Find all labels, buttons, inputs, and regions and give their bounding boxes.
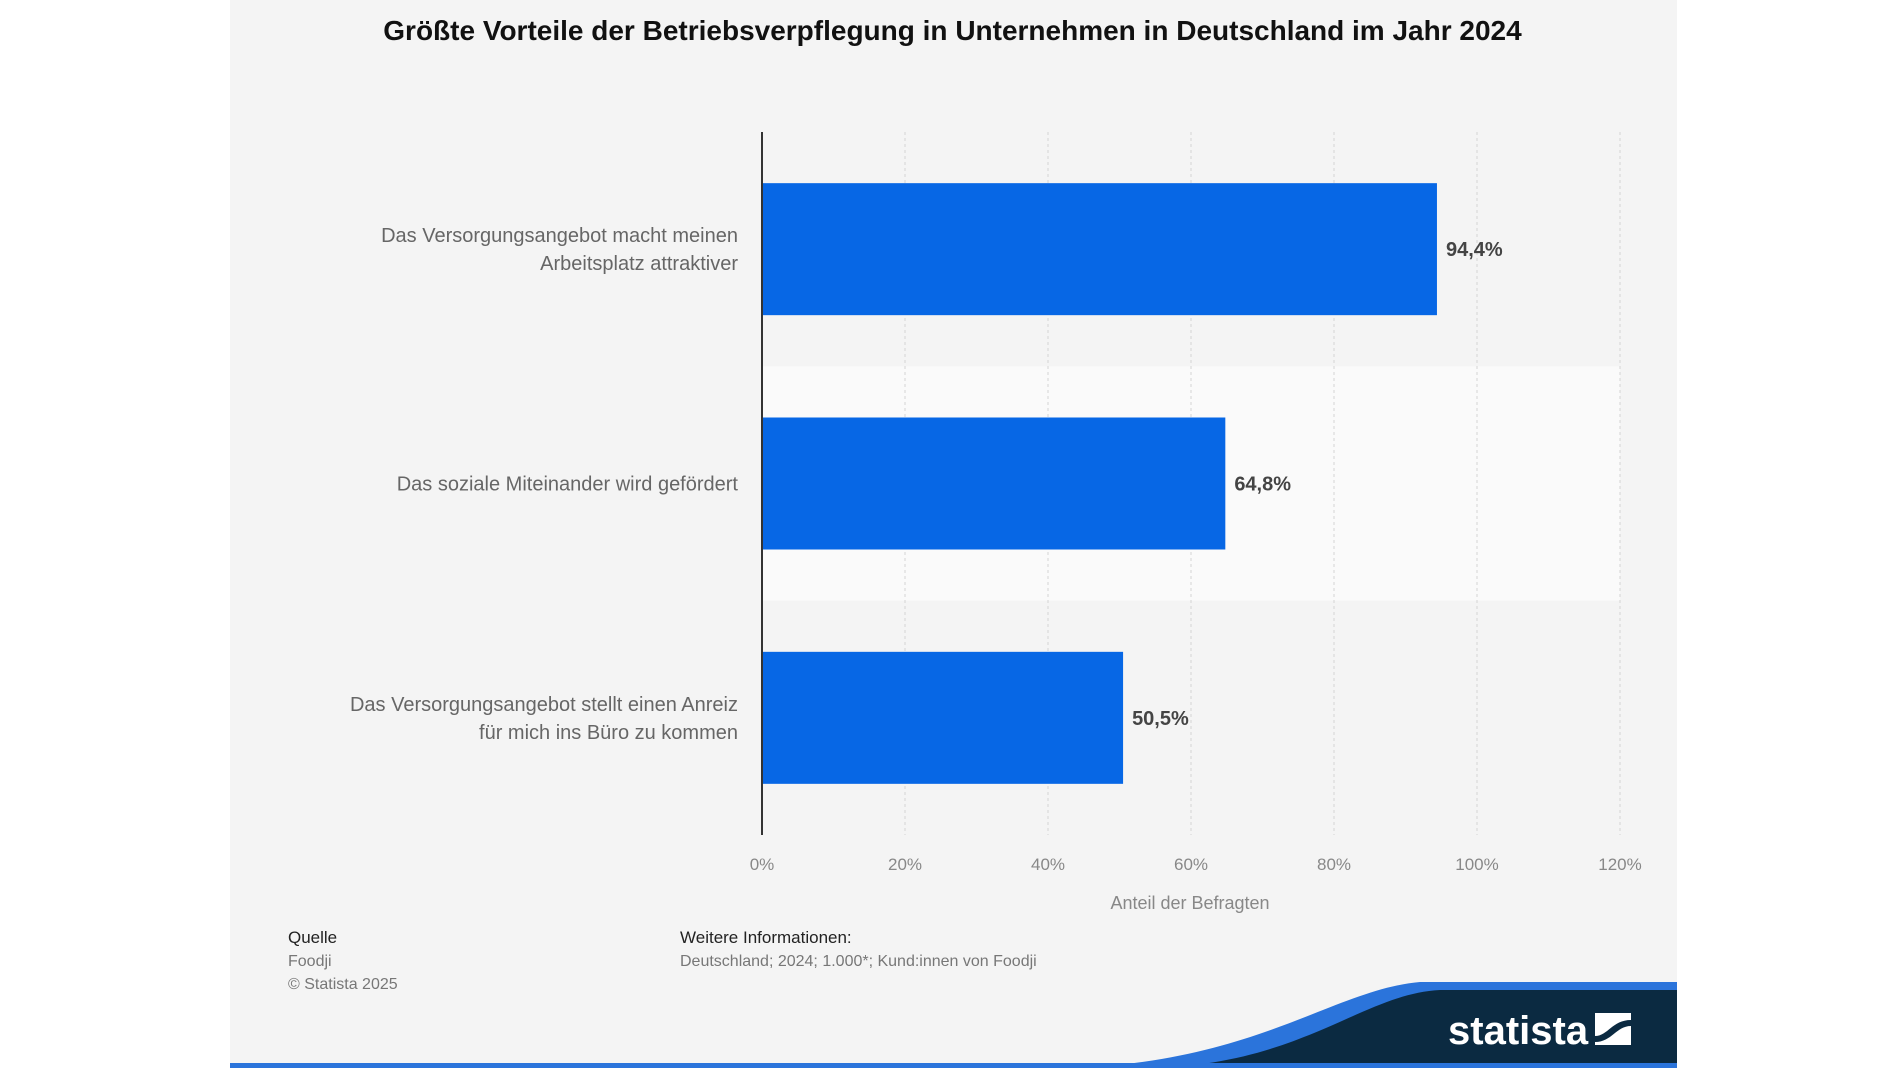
x-tick-label: 100% <box>1455 855 1498 874</box>
info-heading: Weitere Informationen: <box>680 928 852 947</box>
category-label: Arbeitsplatz attraktiver <box>540 253 738 275</box>
x-tick-label: 80% <box>1317 855 1351 874</box>
category-label: Das Versorgungsangebot stellt einen Anre… <box>350 694 738 716</box>
statista-logo-icon <box>1595 1013 1631 1045</box>
data-label: 94,4% <box>1446 239 1503 261</box>
source-link[interactable]: Foodji <box>288 953 332 970</box>
statista-logo: statista <box>1448 1009 1589 1053</box>
info-text: Deutschland; 2024; 1.000*; Kund:innen vo… <box>680 953 1037 970</box>
bar[interactable] <box>762 183 1437 316</box>
x-tick-label: 40% <box>1031 855 1065 874</box>
category-label: Das soziale Miteinander wird gefördert <box>397 474 739 496</box>
logo-navy-shape <box>1140 990 1677 1068</box>
source-heading: Quelle <box>288 928 338 947</box>
category-label: Das Versorgungsangebot macht meinen <box>381 225 738 247</box>
x-tick-label: 120% <box>1598 855 1641 874</box>
x-tick-label: 0% <box>750 855 775 874</box>
category-label: für mich ins Büro zu kommen <box>479 722 738 744</box>
x-tick-label: 60% <box>1174 855 1208 874</box>
data-label: 64,8% <box>1234 474 1291 496</box>
x-axis-title: Anteil der Befragten <box>1110 893 1269 913</box>
chart-title: Größte Vorteile der Betriebsverpflegung … <box>383 15 1522 46</box>
x-tick-label: 20% <box>888 855 922 874</box>
copyright: © Statista 2025 <box>288 976 398 993</box>
data-label: 50,5% <box>1132 708 1189 730</box>
bar[interactable] <box>762 651 1124 784</box>
bar[interactable] <box>762 417 1226 550</box>
bottom-blue-line <box>230 1063 1677 1068</box>
